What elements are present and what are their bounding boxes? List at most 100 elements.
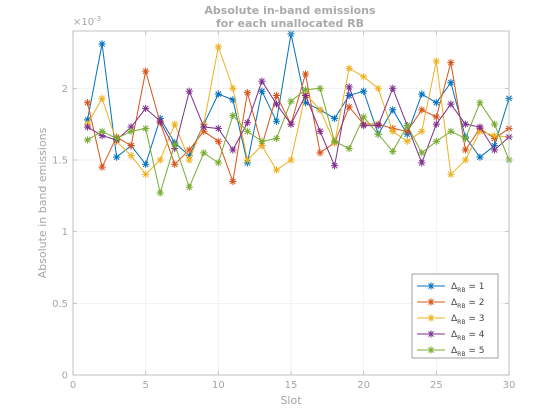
legend-delta: Δ [451,330,458,340]
y-tick-label: 2 [62,84,68,95]
series-3-point [360,73,368,81]
series-4-point [258,77,266,85]
series-4-point [185,87,193,95]
y-tick-label: 1 [62,227,68,238]
legend-entry-3: ΔRB = 3 [417,314,484,326]
series-4-point [418,159,426,167]
series-2-point [243,89,251,97]
series-5-point [156,189,164,197]
series-5-point [418,149,426,157]
series-1-point [142,160,150,168]
legend-value: = 3 [465,314,484,324]
series-3-point [490,132,499,140]
series-1-point [476,153,484,161]
series-3-point [389,127,397,135]
y-exponent-base: ×10 [73,17,94,28]
legend-subscript: RB [457,335,465,342]
series-2-point [127,142,135,150]
series-5-point [113,134,121,143]
series-2-point [272,91,281,100]
series-5-point [374,130,382,138]
legend-marker [427,346,435,354]
legend-marker [427,330,435,338]
legend-value: = 5 [465,346,484,356]
series-5-point [142,124,150,133]
y-tick-label: 0 [62,371,68,382]
series-3-point [171,120,179,128]
series-5-point [490,120,499,128]
series-4-point [360,122,368,130]
y-tick-label: 1.5 [52,156,68,167]
x-tick-label: 20 [357,380,370,391]
series-4-point [301,91,310,100]
x-tick-label: 30 [503,380,516,391]
series-5-point [360,113,368,121]
series-4-point [214,124,222,133]
series-5-point [171,140,179,148]
series-5-point [447,127,455,135]
series-1-line [87,33,510,166]
series-5-point [432,137,440,145]
series-5-point [214,159,222,167]
series-5-point [229,111,237,120]
series-1-point [214,90,222,98]
series-3-point [98,94,106,102]
series-3-point [258,142,266,150]
series-4-point [272,100,281,108]
series-1-point [447,79,455,87]
legend-delta: Δ [451,298,458,308]
legend-value: = 4 [465,330,484,340]
series-5-point [287,97,295,105]
series-2-point [214,137,222,145]
legend-delta: Δ [451,346,458,356]
series-3-point [142,170,150,178]
y-axis-label: Absolute in band emissions [36,127,49,278]
series-2-point [142,67,150,75]
series-3-point [418,127,426,135]
series-5 [83,84,513,197]
series-5-point [345,144,353,153]
legend-subscript: RB [457,287,465,294]
series-5-point [403,122,411,130]
series-3-point [316,106,324,114]
series-4-point [142,104,150,112]
series-5-point [200,149,208,157]
legend-entry-5: ΔRB = 5 [417,346,484,358]
x-tick-label: 5 [142,380,148,391]
series-layer [83,30,513,197]
series-4-point [432,120,440,128]
legend-entry-1: ΔRB = 1 [417,282,484,294]
series-4 [83,77,513,170]
y-exponent-power: -3 [94,15,101,23]
y-exponent-label: ×10-3 [73,15,101,28]
x-tick-label: 0 [70,380,76,391]
legend-entry-4: ΔRB = 4 [417,330,485,342]
series-4-point [490,146,499,154]
series-5-point [243,127,251,135]
legend-label: ΔRB = 2 [451,298,484,310]
series-1-point [113,153,121,161]
legend-delta: Δ [451,282,458,292]
series-2-point [301,70,310,78]
series-1-point [432,99,440,107]
series-3-point [461,156,469,164]
series-4-point [476,123,484,131]
series-4-point [389,84,397,92]
series-1-point [258,87,266,95]
series-3-point [447,170,455,178]
series-5-point [476,99,484,107]
legend-subscript: RB [457,351,465,358]
series-5-point [83,136,92,144]
legend-entry-2: ΔRB = 2 [417,298,484,310]
x-tick-label: 10 [212,380,225,391]
chart-title-line-1: Absolute in-band emissions [204,4,376,17]
legend-delta: Δ [451,314,458,324]
series-2-point [316,149,324,157]
series-4-point [83,123,92,131]
series-5-point [461,134,469,143]
series-5-point [185,183,193,191]
x-axis-label: Slot [280,394,302,407]
series-2-point [345,103,353,111]
series-3-point [243,156,251,164]
